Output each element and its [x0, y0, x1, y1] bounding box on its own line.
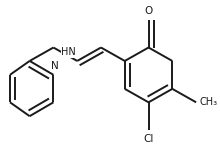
Text: Cl: Cl — [143, 134, 154, 144]
Text: O: O — [144, 6, 153, 16]
Text: HN: HN — [61, 47, 76, 57]
Text: CH₃: CH₃ — [200, 97, 218, 107]
Text: N: N — [51, 61, 58, 71]
